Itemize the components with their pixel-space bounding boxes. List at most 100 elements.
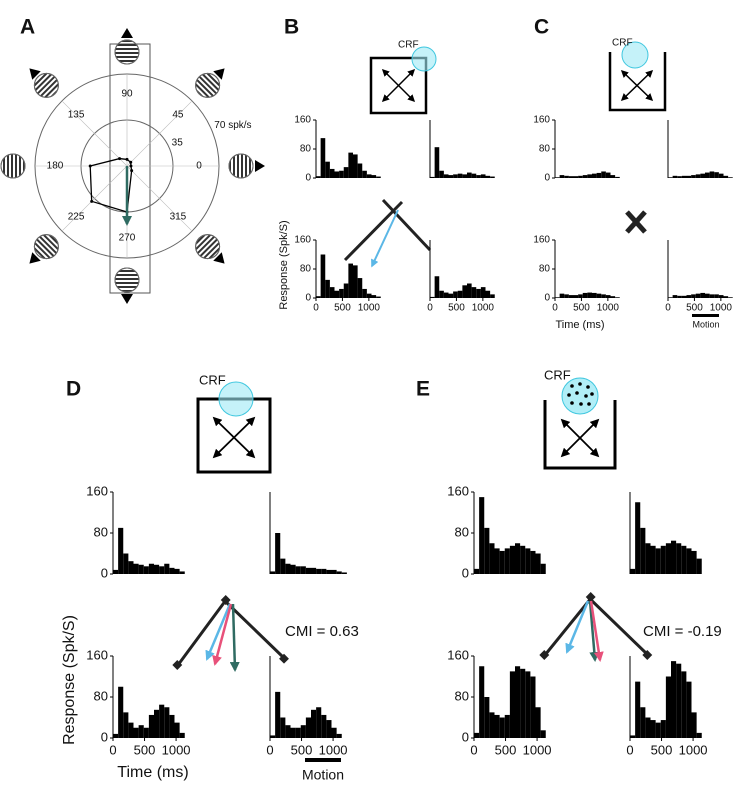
angle-label: 270 — [119, 233, 136, 244]
histogram-bar — [467, 283, 472, 298]
motion-arrow — [121, 294, 133, 304]
histogram-bar — [479, 666, 485, 738]
histogram-bar — [123, 712, 129, 738]
x-tick-label: 500 — [495, 742, 517, 757]
histogram-bar — [321, 568, 327, 574]
histogram-bar — [723, 175, 729, 178]
histogram-bar — [714, 172, 719, 178]
x-tick-label: 1000 — [523, 742, 552, 757]
crf-label: CRF — [199, 372, 226, 387]
histogram-bar — [336, 733, 342, 738]
histogram-bar — [311, 709, 317, 738]
angle-label: 90 — [121, 89, 133, 100]
histogram-bar — [285, 725, 291, 738]
histogram-bar — [174, 568, 180, 574]
histogram-bar — [348, 263, 353, 298]
histogram-bar — [453, 174, 458, 178]
spoke — [126, 165, 193, 232]
histogram-bar — [476, 288, 481, 298]
histogram-bar — [559, 175, 565, 178]
histogram-bar — [334, 290, 340, 298]
histogram-bar — [555, 297, 560, 298]
histogram-bar — [573, 295, 579, 298]
histogram-bar — [462, 285, 467, 298]
histogram-bar — [169, 714, 175, 738]
histogram-bar — [439, 290, 444, 298]
histogram-bar — [504, 714, 510, 738]
histogram-bar — [285, 563, 291, 574]
histogram-bar — [366, 293, 372, 298]
histogram-bar — [695, 174, 701, 178]
histogram-bar — [484, 527, 490, 574]
histogram-bar — [665, 676, 671, 738]
x-axis-label: Time (ms) — [117, 764, 188, 781]
histogram-bar — [290, 564, 296, 574]
stimulus-frame — [608, 52, 667, 112]
histogram-bar — [596, 172, 602, 178]
histogram-bar — [723, 296, 729, 298]
motion-label: Motion — [302, 767, 344, 783]
tuning-point — [118, 157, 122, 161]
histogram-bar — [148, 563, 154, 574]
histogram-bar — [325, 161, 330, 178]
motion-bar — [305, 758, 341, 762]
arrow — [212, 603, 233, 666]
y-tick-label: 0 — [544, 173, 550, 184]
crf — [621, 41, 649, 69]
r-tick-label: 70 spk/s — [214, 120, 251, 131]
histogram-bar — [280, 717, 286, 738]
histogram-bar — [336, 571, 342, 574]
grating-edge — [114, 39, 140, 65]
histogram-bar — [705, 293, 710, 298]
y-tick-label: 80 — [94, 688, 108, 703]
x-tick-label: 0 — [665, 303, 671, 314]
y-tick-label: 0 — [544, 293, 550, 304]
polar-plot: 35 70 spk/s 0 45 90 135 180 225 270 315 — [0, 28, 265, 304]
histogram-bar — [668, 297, 673, 298]
histogram-bar — [650, 720, 656, 738]
histogram-bar — [696, 558, 702, 574]
histogram-bar — [592, 173, 597, 178]
histogram-bar — [311, 567, 317, 574]
y-tick-label: 80 — [94, 524, 108, 539]
histogram-bar — [159, 566, 165, 574]
histogram-bar — [728, 177, 733, 178]
histogram-bar — [509, 671, 515, 738]
histogram-bar — [362, 170, 367, 178]
histogram-bar — [376, 296, 381, 298]
histogram-bar — [316, 568, 322, 574]
histogram-bar — [448, 293, 454, 298]
arrow — [212, 416, 256, 459]
histogram-bar — [605, 295, 611, 298]
histogram-bar — [615, 297, 620, 298]
arrow — [229, 603, 240, 672]
x-tick-label: 0 — [266, 742, 273, 757]
r-tick-label: 35 — [172, 137, 184, 148]
histogram-bar — [275, 533, 281, 574]
histogram-bar — [672, 175, 678, 178]
dots — [567, 382, 594, 406]
histogram-bar — [471, 173, 477, 178]
histogram-bar — [630, 568, 636, 574]
angle-label: 180 — [47, 161, 64, 172]
histogram-bar — [339, 170, 344, 178]
histogram-bar — [128, 561, 134, 574]
histogram-bar — [366, 174, 372, 178]
histogram-bar — [148, 714, 154, 738]
histogram-bar — [133, 563, 139, 574]
histogram-bar — [530, 676, 536, 738]
histogram-bar — [645, 543, 651, 574]
histogram-bar — [474, 732, 480, 738]
histogram-bar — [443, 292, 449, 298]
histogram-bar — [290, 727, 296, 738]
histogram-bar — [645, 717, 651, 738]
y-tick-label: 160 — [533, 115, 550, 126]
y-tick-label: 80 — [539, 264, 551, 275]
y-tick-label: 80 — [539, 144, 551, 155]
x-tick-label: 500 — [651, 742, 673, 757]
histogram-bar — [174, 722, 180, 738]
histogram-bar — [504, 548, 510, 574]
grating-edge — [195, 234, 221, 260]
y-axis-label: Response (Spk/S) — [278, 220, 290, 309]
histogram-bar — [474, 568, 480, 574]
